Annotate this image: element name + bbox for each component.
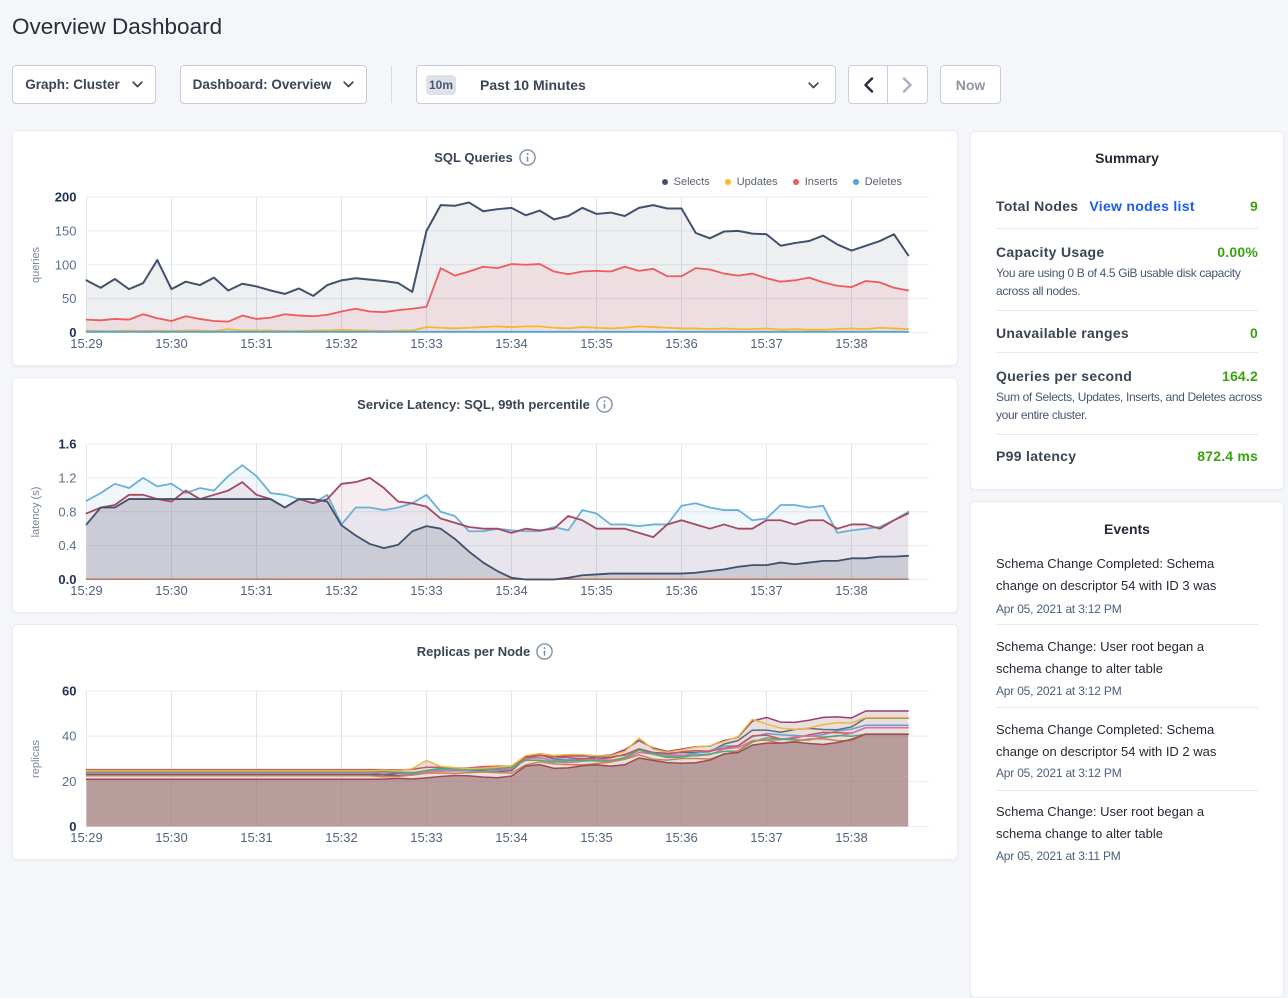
svg-text:60: 60 [62,684,76,699]
svg-text:0: 0 [69,819,76,834]
svg-text:15:36: 15:36 [665,336,698,351]
svg-text:15:33: 15:33 [410,336,443,351]
svg-text:15:35: 15:35 [580,336,613,351]
svg-text:15:34: 15:34 [495,336,528,351]
svg-text:0.8: 0.8 [58,504,76,519]
svg-text:15:29: 15:29 [70,583,103,598]
svg-text:15:29: 15:29 [70,830,103,845]
svg-text:replicas: replicas [30,740,42,778]
svg-text:40: 40 [62,729,76,744]
svg-text:15:35: 15:35 [580,583,613,598]
svg-text:15:38: 15:38 [835,336,868,351]
svg-text:queries: queries [30,246,42,283]
svg-text:150: 150 [55,223,77,238]
svg-text:15:33: 15:33 [410,583,443,598]
svg-text:15:34: 15:34 [495,830,528,845]
svg-text:100: 100 [55,257,77,272]
svg-text:15:37: 15:37 [750,830,783,845]
svg-text:200: 200 [55,190,77,205]
svg-text:20: 20 [62,774,76,789]
svg-text:15:32: 15:32 [325,336,358,351]
svg-text:15:30: 15:30 [155,830,188,845]
svg-text:latency (s): latency (s) [30,487,42,538]
svg-text:15:32: 15:32 [325,830,358,845]
svg-text:0: 0 [69,325,76,340]
svg-text:50: 50 [62,291,76,306]
svg-text:15:36: 15:36 [665,830,698,845]
svg-text:15:37: 15:37 [750,583,783,598]
svg-text:0.0: 0.0 [58,572,76,587]
svg-text:15:29: 15:29 [70,336,103,351]
svg-text:15:36: 15:36 [665,583,698,598]
svg-text:15:31: 15:31 [240,830,273,845]
svg-text:15:30: 15:30 [155,336,188,351]
svg-text:0.4: 0.4 [58,538,76,553]
svg-text:15:35: 15:35 [580,830,613,845]
svg-text:15:37: 15:37 [750,336,783,351]
svg-text:15:30: 15:30 [155,583,188,598]
svg-text:15:31: 15:31 [240,336,273,351]
svg-text:15:33: 15:33 [410,830,443,845]
svg-text:1.6: 1.6 [58,437,76,452]
svg-text:15:38: 15:38 [835,830,868,845]
svg-text:15:38: 15:38 [835,583,868,598]
svg-text:15:32: 15:32 [325,583,358,598]
svg-text:15:31: 15:31 [240,583,273,598]
svg-text:15:34: 15:34 [495,583,528,598]
svg-text:1.2: 1.2 [58,470,76,485]
